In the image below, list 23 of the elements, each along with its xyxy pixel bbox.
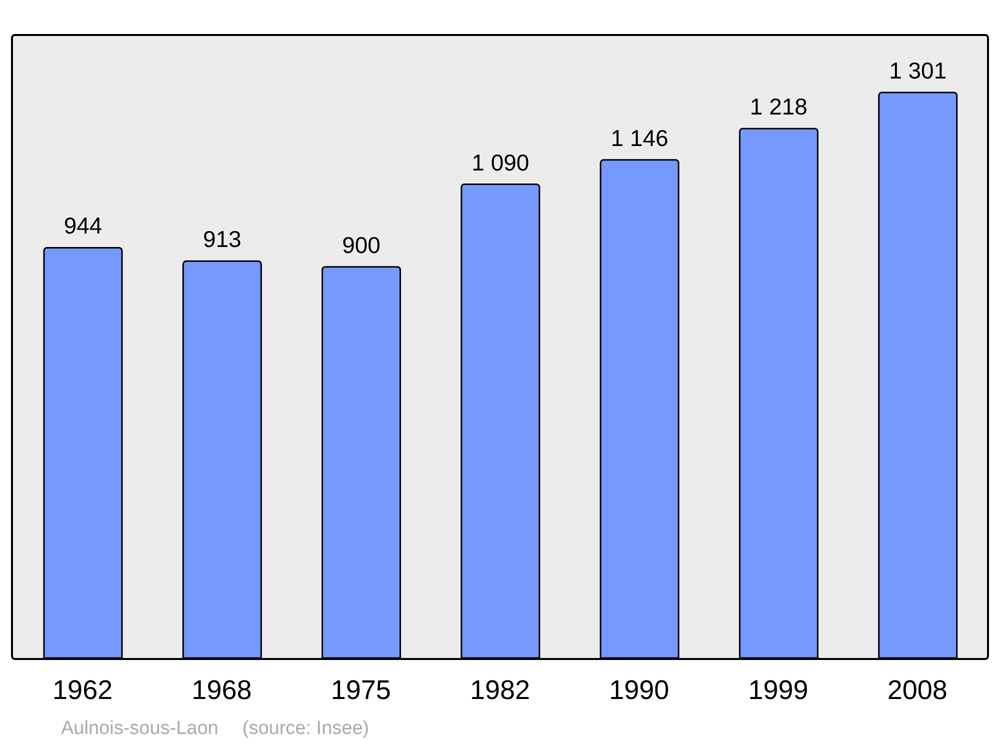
x-tick-label: 1975 [330,675,391,706]
x-tick-label: 2008 [887,675,948,706]
x-tick-label: 1990 [609,675,670,706]
data-label: 900 [342,232,380,258]
bar [878,92,958,658]
bar [460,184,540,658]
bar [738,128,818,658]
bar [322,266,402,658]
x-tick-label: 1968 [192,675,252,706]
x-tick-label: 1999 [748,675,808,706]
bar [182,260,262,658]
data-label: 1 090 [472,149,530,176]
x-tick-label: 1982 [470,675,530,706]
x-tick-label: 1962 [52,675,113,706]
data-label: 1 218 [750,94,808,120]
data-label: 1 301 [889,58,947,84]
data-label: 944 [64,212,102,239]
data-label: 913 [202,226,242,252]
bar [43,246,123,658]
text: Aulnois-sous-Laon [61,718,218,739]
bar [600,159,680,658]
data-label: 1 146 [610,124,668,151]
text: (source: Insee) [242,718,370,739]
